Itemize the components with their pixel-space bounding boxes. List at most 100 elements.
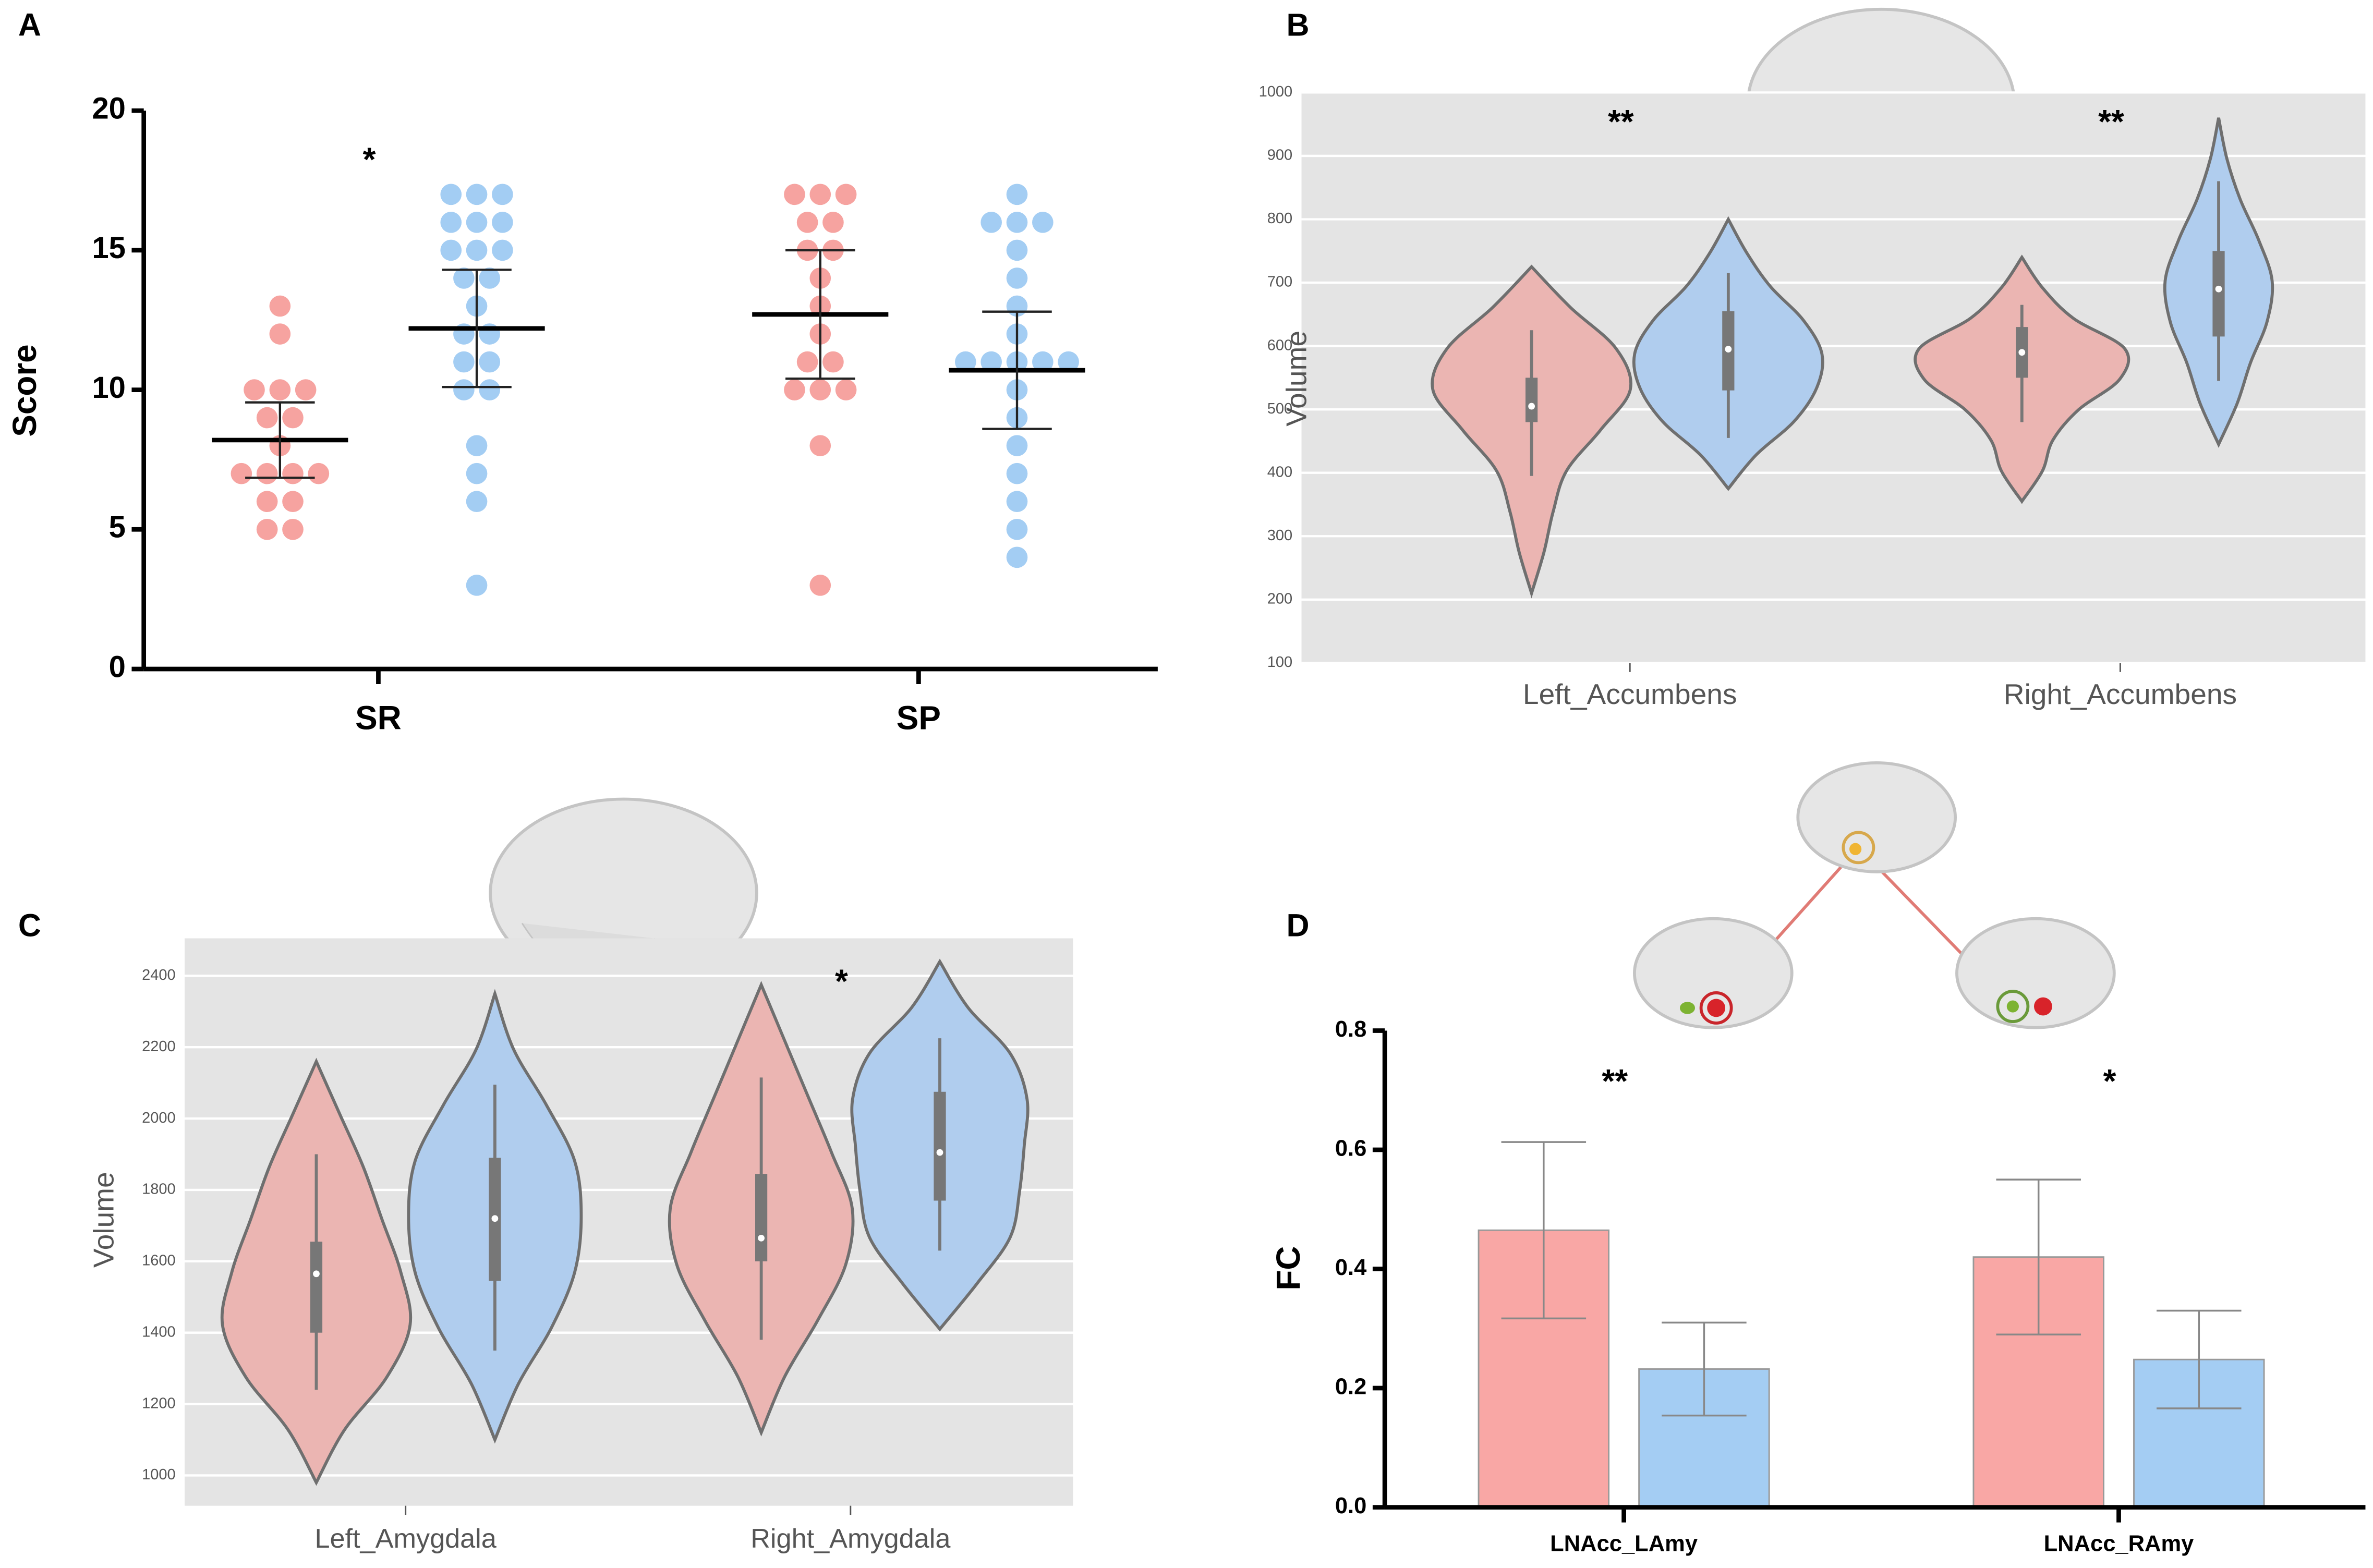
dot <box>980 351 1002 373</box>
dot <box>1032 351 1054 373</box>
dot <box>1006 435 1028 456</box>
y-tick-label: 2200 <box>142 1038 176 1055</box>
dot <box>269 379 291 400</box>
y-tick-label: 1800 <box>142 1181 176 1198</box>
panel-label: A <box>18 7 41 43</box>
annotation: * <box>835 962 848 1000</box>
dot <box>231 463 252 484</box>
dot <box>809 184 831 205</box>
dot <box>492 239 513 261</box>
dot <box>282 463 304 484</box>
dot <box>809 575 831 596</box>
y-tick-label: 700 <box>1267 274 1292 290</box>
dot <box>1006 546 1028 568</box>
dot <box>440 184 462 205</box>
dot <box>466 491 488 513</box>
y-tick-label: 5 <box>109 510 126 544</box>
y-tick-label: 0.6 <box>1335 1136 1367 1161</box>
x-tick-label: Left_Accumbens <box>1523 678 1737 710</box>
dot <box>1006 268 1028 289</box>
y-tick-label: 900 <box>1267 147 1292 164</box>
dot <box>282 518 304 540</box>
dot <box>835 379 857 400</box>
dot <box>809 435 831 456</box>
y-tick-label: 0.2 <box>1335 1375 1367 1400</box>
dot <box>1058 351 1079 373</box>
dot <box>1032 212 1054 233</box>
dot <box>453 379 475 400</box>
dot <box>796 212 818 233</box>
y-tick-label: 100 <box>1267 654 1292 671</box>
dot <box>1006 212 1028 233</box>
y-tick-label: 10 <box>92 371 126 405</box>
brain-d <box>1633 761 2116 1029</box>
annotation: ** <box>1602 1062 1628 1100</box>
dot <box>440 212 462 233</box>
dot <box>479 268 501 289</box>
dot <box>466 184 488 205</box>
dot <box>955 351 976 373</box>
y-axis-label: FC <box>1269 1246 1307 1291</box>
dot <box>453 351 475 373</box>
y-tick-label: 0.0 <box>1335 1493 1367 1518</box>
box <box>310 1242 323 1333</box>
dot <box>269 323 291 345</box>
dot <box>492 184 513 205</box>
y-tick-label: 1600 <box>142 1253 176 1269</box>
x-tick-label: LNAcc_RAmy <box>2044 1531 2194 1557</box>
dot <box>256 463 278 484</box>
dot <box>244 379 265 400</box>
panel-label: C <box>18 907 41 943</box>
dot <box>256 407 278 429</box>
y-tick-label: 0.8 <box>1335 1017 1367 1042</box>
median <box>936 1149 943 1156</box>
dot <box>269 295 291 317</box>
y-tick-label: 0 <box>109 650 126 684</box>
median <box>313 1270 320 1278</box>
y-tick-label: 1000 <box>142 1466 176 1483</box>
y-axis-label: Score <box>6 344 43 436</box>
y-tick-label: 300 <box>1267 527 1292 544</box>
dot <box>440 239 462 261</box>
y-tick-label: 200 <box>1267 590 1292 607</box>
median <box>758 1234 765 1242</box>
y-axis-label: Volume <box>88 1172 120 1268</box>
dot <box>479 351 501 373</box>
y-axis-label: Volume <box>1280 331 1312 427</box>
dot <box>466 239 488 261</box>
dot <box>796 351 818 373</box>
dot <box>835 184 857 205</box>
dot <box>822 351 844 373</box>
box <box>934 1091 946 1201</box>
dot <box>466 463 488 484</box>
dot <box>1006 239 1028 261</box>
dot <box>1006 518 1028 540</box>
dot <box>809 379 831 400</box>
y-tick-label: 1400 <box>142 1323 176 1340</box>
dot <box>784 184 805 205</box>
annotation: ** <box>1608 103 1634 140</box>
dot <box>308 463 330 484</box>
dot <box>295 379 317 400</box>
dot <box>466 575 488 596</box>
x-tick-label: SR <box>355 699 402 736</box>
dot <box>1006 184 1028 205</box>
dot <box>784 379 805 400</box>
y-tick-label: 15 <box>92 231 126 265</box>
annotation: * <box>363 141 376 178</box>
y-tick-label: 500 <box>1267 400 1292 417</box>
y-tick-label: 1000 <box>1259 83 1293 100</box>
x-tick-label: Left_Amygdala <box>314 1524 497 1554</box>
y-tick-label: 400 <box>1267 464 1292 480</box>
panel-label: D <box>1287 907 1310 943</box>
median <box>1528 403 1535 410</box>
dot <box>980 212 1002 233</box>
dot <box>1006 463 1028 484</box>
dot <box>492 212 513 233</box>
y-tick-label: 0.4 <box>1335 1255 1367 1280</box>
annotation: * <box>2103 1062 2116 1100</box>
median <box>2018 349 2026 356</box>
dot <box>256 491 278 513</box>
panel-label: B <box>1287 7 1310 43</box>
